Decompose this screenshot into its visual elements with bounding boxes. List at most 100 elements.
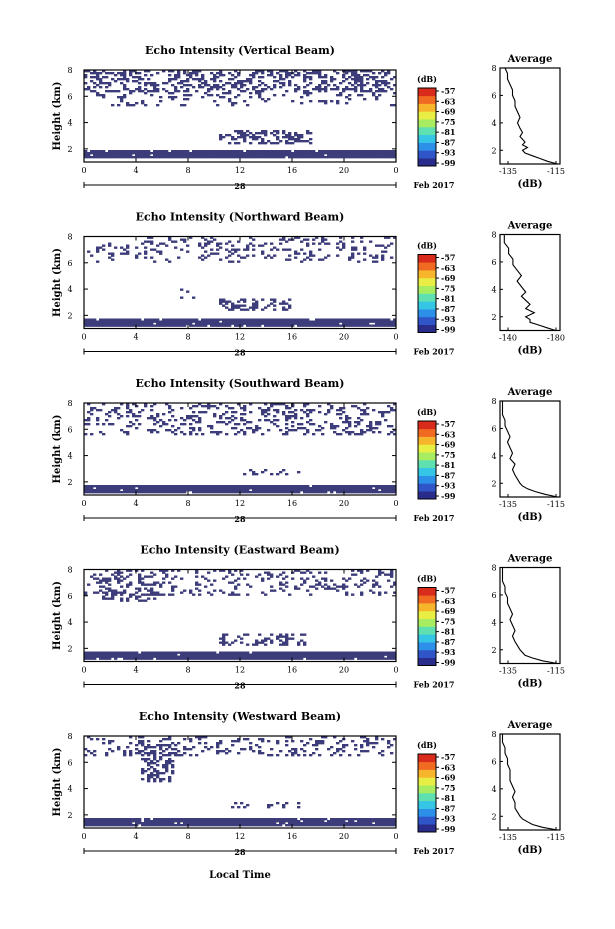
echo-cell xyxy=(162,152,166,155)
echo-cell xyxy=(129,569,133,572)
echo-cell xyxy=(249,491,253,494)
x-tick-label: 0 xyxy=(81,499,86,508)
echo-cell xyxy=(288,320,292,323)
echo-cell xyxy=(204,92,208,95)
echo-cell xyxy=(351,88,355,91)
echo-cell xyxy=(150,240,154,243)
echo-cell xyxy=(345,824,349,827)
echo-cell xyxy=(171,824,175,827)
echo-cell xyxy=(255,641,259,644)
colorbar-frame xyxy=(417,587,437,666)
echo-cell xyxy=(102,579,106,582)
echo-cell xyxy=(375,320,379,323)
echo-cell xyxy=(198,818,202,821)
echo-cell xyxy=(303,150,307,153)
echo-cell xyxy=(360,489,364,492)
echo-cell xyxy=(210,651,214,654)
echo-cell xyxy=(270,322,274,325)
echo-cell xyxy=(324,324,328,327)
echo-cell xyxy=(270,657,274,660)
echo-cell xyxy=(105,818,109,821)
echo-cell xyxy=(363,409,367,412)
echo-cell xyxy=(234,802,238,805)
echo-cell xyxy=(219,822,223,825)
echo-cell xyxy=(387,411,391,414)
echo-cell xyxy=(237,740,241,743)
echo-cell xyxy=(150,82,154,85)
echo-cell xyxy=(87,491,91,494)
echo-cell xyxy=(351,651,355,654)
echo-cell xyxy=(90,318,94,321)
echo-cell xyxy=(372,591,376,594)
echo-cell xyxy=(177,655,181,658)
echo-cell xyxy=(111,591,115,594)
echo-cell xyxy=(252,429,256,432)
echo-cell xyxy=(165,150,169,153)
echo-cell xyxy=(228,653,232,656)
echo-cell xyxy=(276,651,280,654)
echo-cell xyxy=(303,74,307,77)
echo-cell xyxy=(330,150,334,153)
echo-cell xyxy=(390,569,394,572)
echo-cell xyxy=(165,653,169,656)
echo-cell xyxy=(360,322,364,325)
echo-cell xyxy=(240,132,244,135)
echo-cell xyxy=(294,489,298,492)
echo-cell xyxy=(378,752,382,755)
echo-cell xyxy=(111,653,115,656)
echo-cell xyxy=(153,593,157,596)
echo-cell xyxy=(243,134,247,137)
echo-cell xyxy=(360,80,364,83)
echo-cell xyxy=(207,254,211,257)
echo-cell xyxy=(231,487,235,490)
echo-cell xyxy=(342,651,346,654)
echo-cell xyxy=(387,156,391,159)
echo-cell xyxy=(351,653,355,656)
echo-cell xyxy=(357,318,361,321)
echo-cell xyxy=(153,491,157,494)
echo-cell xyxy=(300,409,304,412)
profile-y-tick-label: 6 xyxy=(491,424,496,433)
echo-cell xyxy=(312,72,316,75)
echo-cell xyxy=(258,818,262,821)
echo-cell xyxy=(234,740,238,743)
echo-cell xyxy=(138,86,142,89)
echo-cell xyxy=(384,573,388,576)
echo-cell xyxy=(330,423,334,426)
echo-cell xyxy=(102,156,106,159)
profile-x-tick-label: -115 xyxy=(547,833,565,842)
echo-cell xyxy=(339,92,343,95)
echo-cell xyxy=(162,571,166,574)
echo-cell xyxy=(216,248,220,251)
echo-cell xyxy=(228,822,232,825)
echo-cell xyxy=(216,487,220,490)
echo-cell xyxy=(90,254,94,257)
echo-cell xyxy=(126,246,130,249)
echo-cell xyxy=(216,431,220,434)
echo-cell xyxy=(180,296,184,299)
echo-cell xyxy=(225,818,229,821)
echo-cell xyxy=(252,306,256,309)
echo-cell xyxy=(345,427,349,430)
echo-cell xyxy=(291,637,295,640)
echo-cell xyxy=(264,637,268,640)
echo-cell xyxy=(348,154,352,157)
echo-cell xyxy=(102,655,106,658)
echo-cell xyxy=(228,92,232,95)
echo-cell xyxy=(111,258,115,261)
echo-cell xyxy=(153,746,157,749)
echo-cell xyxy=(234,70,238,73)
echo-cell xyxy=(363,411,367,414)
echo-cell xyxy=(156,491,160,494)
echo-cell xyxy=(225,302,229,305)
echo-cell xyxy=(252,134,256,137)
echo-cell xyxy=(264,639,268,642)
echo-cell xyxy=(141,758,145,761)
echo-cell xyxy=(270,653,274,656)
echo-cell xyxy=(315,156,319,159)
echo-cell xyxy=(234,318,238,321)
echo-cell xyxy=(315,653,319,656)
date-label: 28 xyxy=(234,181,246,191)
echo-cell xyxy=(264,156,268,159)
echo-cell xyxy=(303,411,307,414)
